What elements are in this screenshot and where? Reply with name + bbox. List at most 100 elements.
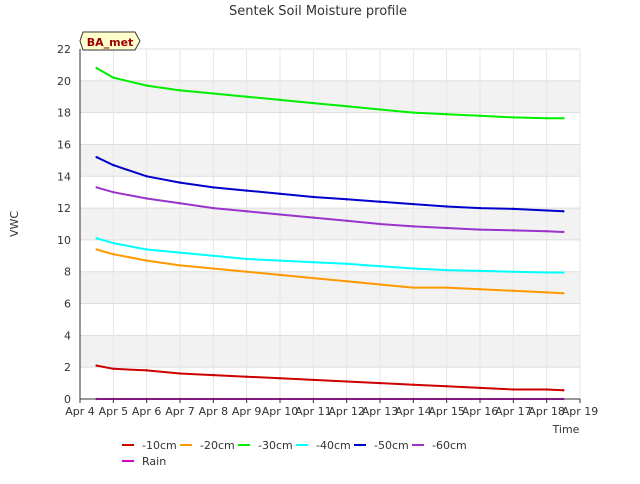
- legend-entry: -30cm: [238, 439, 293, 452]
- legend-label: -40cm: [316, 439, 351, 452]
- data-point: [145, 248, 148, 251]
- data-point: [545, 291, 548, 294]
- background-band: [80, 335, 580, 368]
- data-point: [178, 89, 182, 92]
- data-point: [345, 280, 348, 283]
- data-point: [312, 195, 315, 199]
- data-point: [212, 186, 215, 189]
- series-line: [96, 186, 564, 233]
- data-point: [478, 206, 482, 210]
- legend-label: -30cm: [258, 439, 293, 452]
- data-point: [212, 267, 215, 270]
- data-point: [112, 253, 115, 256]
- legend-label: Rain: [142, 455, 166, 468]
- data-point: [412, 267, 415, 270]
- legend-entry: -40cm: [296, 439, 351, 452]
- y-tick-label: 6: [64, 298, 71, 311]
- data-point: [95, 237, 98, 240]
- data-point: [345, 198, 348, 201]
- data-point: [278, 213, 282, 216]
- data-point: [512, 388, 515, 391]
- data-point: [378, 222, 382, 226]
- legend-label: -60cm: [432, 439, 467, 452]
- background-band: [80, 208, 580, 240]
- data-point: [145, 175, 148, 178]
- legend-label: -20cm: [200, 439, 235, 452]
- data-point: [145, 84, 148, 87]
- series-line: [96, 156, 564, 213]
- data-point: [112, 367, 115, 370]
- data-point: [312, 276, 315, 280]
- data-point: [112, 241, 115, 245]
- data-point: [245, 270, 248, 273]
- data-point: [95, 364, 98, 367]
- y-tick-label: 12: [57, 202, 71, 215]
- data-point: [178, 251, 182, 254]
- data-point: [378, 381, 382, 385]
- background-band: [80, 80, 580, 113]
- data-point: [445, 385, 448, 388]
- data-point: [178, 181, 182, 184]
- y-tick-label: 8: [64, 266, 71, 279]
- data-point: [112, 76, 115, 79]
- data-point: [245, 210, 248, 213]
- data-point: [378, 283, 382, 286]
- data-point: [512, 229, 515, 232]
- data-point: [312, 260, 315, 264]
- legend-entry: -20cm: [180, 439, 235, 452]
- data-point: [445, 205, 448, 208]
- data-point: [245, 95, 248, 98]
- legend-label: -50cm: [374, 439, 409, 452]
- data-point: [412, 225, 415, 228]
- data-point: [178, 264, 182, 267]
- data-point: [562, 271, 565, 274]
- data-point: [412, 286, 415, 289]
- legend-entry: -50cm: [354, 439, 409, 452]
- series-line: [96, 364, 564, 392]
- data-point: [412, 202, 415, 206]
- x-axis-label: Time: [552, 423, 580, 436]
- series-line: [96, 248, 564, 295]
- data-point: [312, 378, 315, 382]
- legend: -10cm -20cm -30cm -40cm -50cm -60cm Rain: [122, 439, 467, 468]
- data-point: [545, 117, 548, 120]
- y-tick-label: 0: [64, 393, 71, 406]
- x-tick-label: Apr 5: [99, 405, 129, 418]
- series-line: [96, 237, 564, 274]
- data-point: [478, 386, 482, 390]
- data-point: [478, 228, 482, 231]
- data-point: [178, 202, 182, 205]
- data-point: [145, 197, 148, 200]
- chart-title: Sentek Soil Moisture profile: [229, 4, 407, 19]
- axes: [79, 49, 581, 403]
- data-point: [212, 254, 215, 258]
- data-point: [145, 369, 148, 372]
- data-point: [478, 269, 482, 273]
- data-point: [478, 288, 482, 291]
- y-tick-label: 2: [64, 361, 71, 374]
- data-point: [278, 259, 282, 262]
- x-tick-label: Apr 6: [132, 405, 162, 418]
- y-tick-labels: 0 2 4 6 8 10 12 14 16 18 20 22: [57, 43, 71, 406]
- data-point: [245, 257, 248, 261]
- data-point: [95, 248, 98, 251]
- data-point: [278, 377, 282, 380]
- data-point: [512, 270, 515, 273]
- x-tick-label: Apr 12: [328, 405, 365, 418]
- x-tick-label: Apr 16: [462, 405, 499, 418]
- legend-entry: -60cm: [412, 439, 467, 452]
- legend-entry: -10cm: [122, 439, 177, 452]
- data-point: [345, 219, 348, 223]
- x-tick-label: Apr 4: [65, 405, 95, 418]
- y-tick-label: 20: [57, 75, 71, 88]
- data-point: [212, 92, 215, 95]
- x-tick-label: Apr 19: [562, 405, 599, 418]
- y-tick-label: 22: [57, 43, 71, 56]
- x-tick-label: Apr 8: [199, 405, 229, 418]
- data-point: [512, 116, 515, 119]
- data-point: [445, 268, 448, 272]
- x-tick-label: Apr 15: [428, 405, 465, 418]
- data-point: [378, 264, 382, 268]
- plot-background: [80, 49, 580, 399]
